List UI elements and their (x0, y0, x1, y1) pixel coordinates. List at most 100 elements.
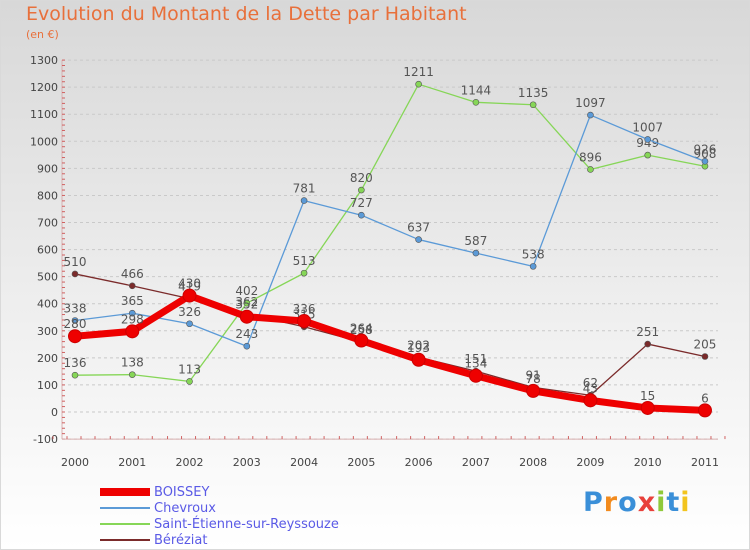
chart-title: Evolution du Montant de la Dette par Hab… (26, 3, 467, 25)
data-label: 587 (464, 234, 487, 248)
data-point (583, 393, 598, 408)
data-point (354, 333, 369, 348)
data-label: 781 (293, 182, 316, 196)
legend-label: Saint-Étienne-sur-Reyssouze (154, 516, 339, 532)
data-point (186, 378, 193, 385)
data-point (71, 371, 79, 379)
data-label: 243 (235, 327, 258, 341)
legend-swatch (100, 488, 150, 496)
y-tick-label: 200 (37, 352, 58, 365)
logo-letter: i (656, 487, 667, 518)
data-point (701, 158, 709, 165)
data-point (529, 263, 537, 270)
logo-letter: P (583, 487, 604, 518)
data-point (644, 340, 652, 348)
data-point (297, 314, 312, 329)
data-point (640, 400, 655, 415)
data-label: 205 (694, 338, 717, 352)
x-tick-label: 2002 (176, 456, 204, 469)
data-point (300, 269, 308, 277)
data-point (415, 80, 422, 88)
x-tick-label: 2008 (519, 456, 547, 469)
data-label: 1144 (461, 83, 492, 97)
data-label: 136 (64, 356, 87, 370)
data-point (472, 99, 480, 106)
data-label: 538 (522, 247, 545, 261)
y-tick-label: 600 (37, 244, 58, 257)
legend-item: BOISSEY (100, 484, 339, 500)
data-point (71, 270, 79, 278)
y-tick-label: 900 (37, 162, 58, 175)
legend-swatch (100, 523, 150, 525)
y-tick-label: -100 (33, 433, 58, 446)
series-line-saint-tienne-sur-reyssouze (74, 83, 706, 383)
data-label: 1135 (518, 86, 549, 100)
data-point (415, 236, 422, 243)
y-tick-label: 1200 (30, 81, 58, 94)
data-point (697, 403, 712, 418)
data-label: 352 (235, 298, 258, 312)
x-tick-label: 2009 (576, 456, 604, 469)
y-tick-label: 100 (37, 379, 58, 392)
proxiti-logo: Proxiti (583, 487, 691, 518)
x-tick-label: 2007 (462, 456, 490, 469)
legend-swatch (100, 507, 150, 509)
x-tick-label: 2001 (118, 456, 146, 469)
legend-item: Chevroux (100, 500, 339, 516)
data-point (358, 186, 365, 194)
data-label: 43 (583, 381, 598, 395)
data-label: 6 (701, 391, 709, 405)
legend-item: Béréziat (100, 532, 339, 548)
logo-letter: i (680, 487, 691, 518)
data-point (243, 342, 251, 350)
data-label: 430 (178, 277, 201, 291)
x-tick-label: 2010 (634, 456, 662, 469)
data-point (71, 317, 79, 324)
data-point (526, 383, 541, 398)
legend-label: BOISSEY (154, 484, 210, 500)
data-label: 202 (407, 338, 430, 352)
series-line-b-r-ziat (74, 273, 706, 396)
data-point (128, 282, 136, 290)
data-point (128, 371, 136, 378)
y-tick-label: 800 (37, 189, 58, 202)
x-tick-label: 2000 (61, 456, 89, 469)
x-tick-label: 2003 (233, 456, 261, 469)
data-label: 91 (526, 368, 541, 382)
data-label: 193 (407, 341, 430, 355)
series-line-boissey (74, 292, 706, 414)
data-point (468, 368, 483, 383)
data-label: 1007 (632, 120, 663, 134)
data-label: 298 (121, 312, 144, 326)
data-label: 251 (636, 325, 659, 339)
data-label: 151 (464, 352, 487, 366)
data-label: 896 (579, 150, 602, 164)
data-point (239, 309, 254, 324)
data-point (644, 136, 652, 143)
data-point (243, 299, 251, 307)
data-label: 466 (121, 267, 144, 281)
data-label: 908 (694, 147, 717, 161)
y-tick-label: 1000 (30, 135, 58, 148)
data-label: 113 (178, 362, 201, 376)
data-label: 365 (121, 294, 144, 308)
series-line-chevroux (74, 114, 706, 347)
data-point (300, 197, 308, 204)
y-tick-label: 500 (37, 271, 58, 284)
data-label: 336 (293, 302, 316, 316)
data-label: 419 (178, 280, 201, 294)
legend-swatch (100, 539, 150, 541)
legend-label: Béréziat (154, 532, 208, 548)
data-label: 326 (178, 305, 201, 319)
data-label: 280 (64, 317, 87, 331)
x-tick-label: 2005 (347, 456, 375, 469)
data-label: 727 (350, 196, 373, 210)
data-label: 926 (694, 142, 717, 156)
data-point (128, 309, 136, 317)
data-label: 338 (64, 302, 87, 316)
y-tick-label: 1300 (30, 54, 58, 67)
data-point (411, 352, 426, 367)
data-label: 402 (235, 284, 258, 298)
